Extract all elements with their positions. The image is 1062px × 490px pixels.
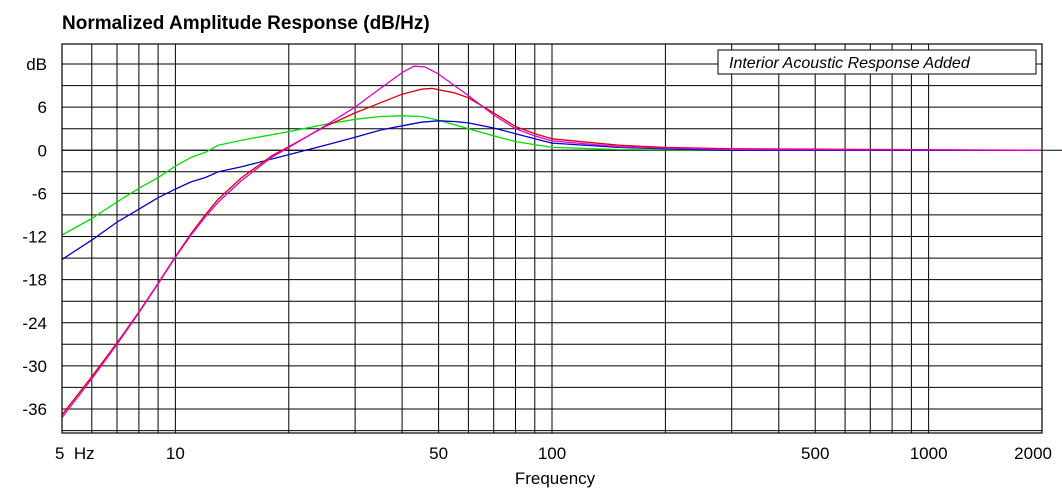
annotation-box: Interior Acoustic Response Added [717,49,1037,75]
x-tick-label: 1000 [910,444,948,463]
x-axis-label: Frequency [515,469,596,488]
grid [61,44,1062,433]
y-tick-label: -18 [22,271,47,290]
x-tick-label: 50 [429,444,448,463]
y-tick-label: -30 [22,357,47,376]
x-tick-label: 100 [538,444,566,463]
plot-frame [61,43,1043,434]
y-tick-label: -24 [22,314,47,333]
y-tick-label: 6 [38,98,47,117]
x-tick-labels: 5 Hz 10 50 100 500 1000 2000 [55,444,1052,463]
x-tick-label: 2000 [1014,444,1052,463]
y-tick-label: -36 [22,400,47,419]
x-tick-label: 5 Hz [55,444,95,463]
annotation-text: Interior Acoustic Response Added [729,55,971,72]
y-tick-label: -6 [32,184,47,203]
y-tick-label: -12 [22,228,47,247]
y-tick-label: dB [26,55,47,74]
series-line [61,120,1042,261]
x-tick-label: 10 [166,444,185,463]
x-tick-label: 500 [801,444,829,463]
y-tick-labels: dB 6 0 -6 -12 -18 -24 -30 -36 [22,55,47,419]
series-line [61,115,1042,236]
y-tick-label: 0 [38,141,47,160]
chart-title: Normalized Amplitude Response (dB/Hz) [62,13,430,34]
series-group [61,65,1043,418]
series-line [61,65,1043,418]
